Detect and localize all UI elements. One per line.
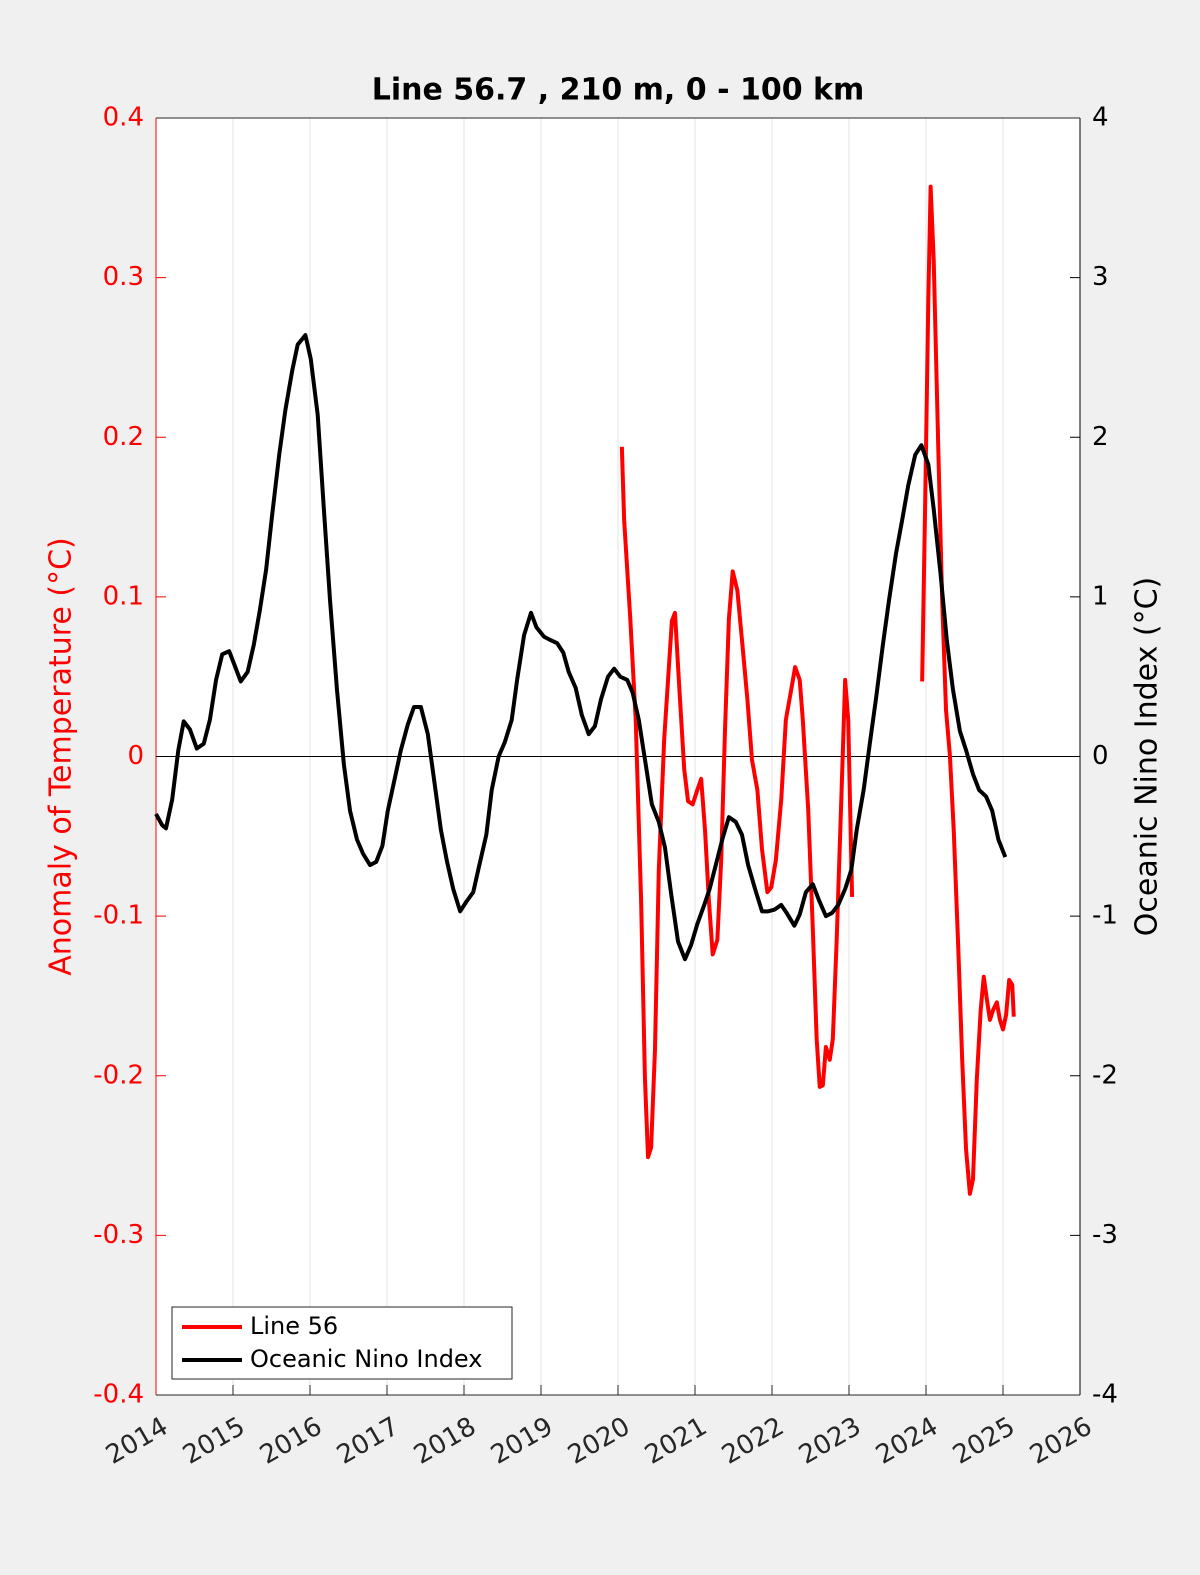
legend-label: Oceanic Nino Index: [250, 1345, 482, 1373]
x-tick-label: 2022: [717, 1412, 789, 1471]
y-tick-label: -0.2: [93, 1060, 144, 1090]
legend-box: [171, 1306, 513, 1380]
y-tick-label: 0.1: [103, 581, 144, 611]
y-tick-label: 0.3: [103, 262, 144, 292]
y2-tick-label: -2: [1092, 1060, 1118, 1090]
y-axis-label: Anomaly of Temperature (°C): [44, 537, 79, 976]
x-tick-label: 2024: [871, 1412, 943, 1471]
x-tick-label: 2021: [640, 1412, 712, 1471]
y2-tick-label: 1: [1092, 581, 1109, 611]
y-tick-label: 0.4: [103, 103, 144, 133]
series-line: [619, 184, 1016, 1196]
y2-tick-label: 2: [1092, 422, 1109, 452]
y2-tick-label: 3: [1092, 262, 1109, 292]
chart-title: Line 56.7 , 210 m, 0 - 100 km: [372, 73, 865, 108]
x-tick-label: 2015: [178, 1412, 250, 1471]
x-tick-label: 2016: [255, 1412, 327, 1471]
y-tick-label: -0.3: [93, 1220, 144, 1250]
y2-tick-label: 0: [1092, 741, 1109, 771]
x-tick-label: 2017: [332, 1412, 404, 1471]
y2-tick-label: -4: [1092, 1380, 1118, 1410]
x-tick-label: 2023: [794, 1412, 866, 1471]
y-tick-label: -0.4: [93, 1380, 144, 1410]
x-tick-label: 2014: [101, 1412, 173, 1471]
x-tick-label: 2019: [486, 1412, 558, 1471]
y-tick-label: 0: [127, 741, 144, 771]
x-tick-label: 2026: [1025, 1412, 1097, 1471]
y2-tick-label: 4: [1092, 103, 1109, 133]
y2-axis-label: Oceanic Nino Index (°C): [1130, 577, 1165, 937]
x-tick-label: 2018: [409, 1412, 481, 1471]
y2-tick-label: -3: [1092, 1220, 1118, 1250]
legend: Line 56 Oceanic Nino Index: [171, 1306, 513, 1380]
y-tick-label: 0.2: [103, 422, 144, 452]
x-tick-label: 2020: [563, 1412, 635, 1471]
legend-label: Line 56: [250, 1312, 338, 1340]
x-tick-label: 2025: [948, 1412, 1020, 1471]
y2-tick-label: -1: [1092, 901, 1118, 931]
series-line: [154, 333, 1008, 962]
y-tick-label: -0.1: [93, 901, 144, 931]
